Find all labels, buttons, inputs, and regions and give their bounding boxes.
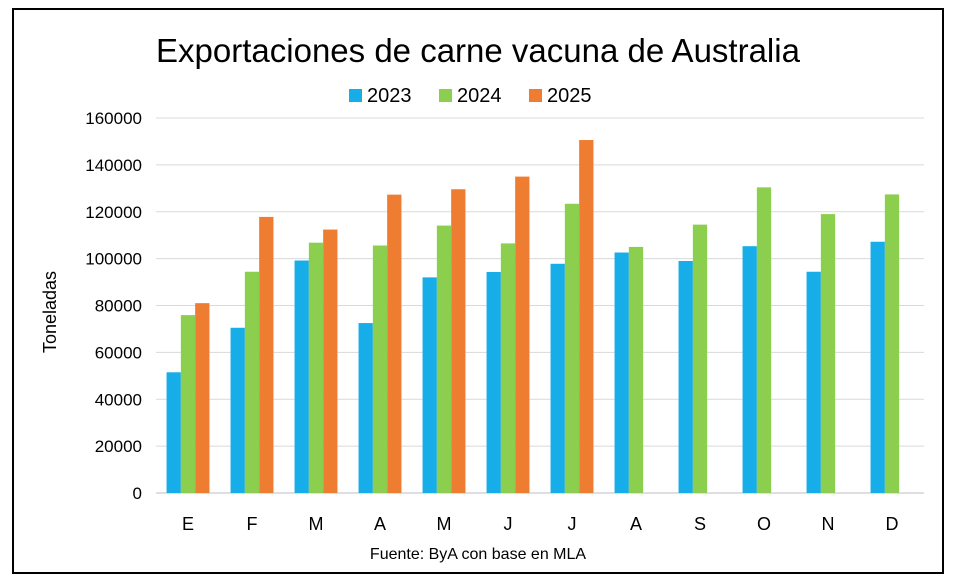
x-tick-label: J	[504, 514, 513, 534]
chart-title: Exportaciones de carne vacuna de Austral…	[156, 32, 801, 69]
x-tick-label: D	[886, 514, 899, 534]
bar-2025	[259, 216, 274, 493]
bar-2024	[820, 214, 836, 493]
bar-2025	[323, 229, 338, 493]
x-tick-label: M	[437, 514, 452, 534]
bar-2025	[451, 189, 466, 493]
y-tick-label: 0	[133, 484, 142, 503]
y-tick-label: 20000	[95, 437, 142, 456]
bars	[166, 140, 900, 493]
legend-swatch-2023	[349, 89, 362, 102]
bar-2024	[564, 203, 580, 493]
x-tick-label: O	[757, 514, 771, 534]
x-tick-label: N	[822, 514, 835, 534]
bar-2023	[486, 271, 501, 493]
bar-2023	[166, 372, 181, 493]
y-tick-label: 120000	[85, 203, 142, 222]
bar-2024	[500, 243, 516, 493]
x-tick-label: E	[182, 514, 194, 534]
y-axis-label: Toneladas	[40, 271, 60, 353]
bar-2023	[294, 260, 309, 493]
bar-2024	[180, 315, 196, 493]
bar-2024	[308, 242, 324, 493]
y-tick-label: 60000	[95, 343, 142, 362]
bar-2024	[244, 271, 260, 493]
bar-2024	[628, 246, 644, 493]
bar-2023	[422, 277, 437, 493]
bar-2023	[678, 260, 693, 493]
bar-2023	[614, 252, 629, 493]
y-axis-ticks: 0 20000 40000 60000 80000 100000 120000 140000 1…	[85, 109, 142, 503]
x-tick-label: M	[309, 514, 324, 534]
legend-label: 2024	[457, 85, 502, 107]
y-tick-label: 160000	[85, 109, 142, 128]
legend: 2023 2024 2025	[349, 85, 592, 107]
bar-2025	[579, 140, 594, 493]
bar-2023	[742, 246, 757, 493]
gridlines	[156, 117, 924, 494]
bar-2025	[387, 194, 402, 493]
bar-chart: Exportaciones de carne vacuna de Austral…	[40, 32, 924, 563]
x-tick-label: A	[630, 514, 642, 534]
bar-2025	[515, 176, 530, 493]
bar-2024	[692, 224, 708, 493]
legend-swatch-2024	[439, 89, 452, 102]
legend-swatch-2025	[529, 89, 542, 102]
y-tick-label: 100000	[85, 250, 142, 269]
bar-2023	[806, 271, 821, 493]
bar-2023	[550, 263, 565, 493]
legend-label: 2025	[547, 85, 592, 107]
y-tick-label: 140000	[85, 156, 142, 175]
source-note: Fuente: ByA con base en MLA	[370, 546, 586, 563]
bar-2024	[884, 194, 900, 493]
bar-2024	[372, 245, 388, 493]
legend-label: 2023	[367, 85, 412, 107]
bar-2023	[358, 323, 373, 493]
bar-2024	[756, 187, 772, 493]
bar-2023	[870, 241, 885, 493]
x-tick-label: F	[247, 514, 258, 534]
x-tick-label: A	[374, 514, 386, 534]
bar-2024	[436, 225, 452, 493]
bar-2025	[195, 303, 210, 493]
y-tick-label: 80000	[95, 297, 142, 316]
x-tick-label: S	[694, 514, 706, 534]
y-tick-label: 40000	[95, 390, 142, 409]
x-tick-label: J	[568, 514, 577, 534]
bar-2023	[230, 327, 245, 493]
chart-frame: Exportaciones de carne vacuna de Austral…	[12, 8, 944, 574]
